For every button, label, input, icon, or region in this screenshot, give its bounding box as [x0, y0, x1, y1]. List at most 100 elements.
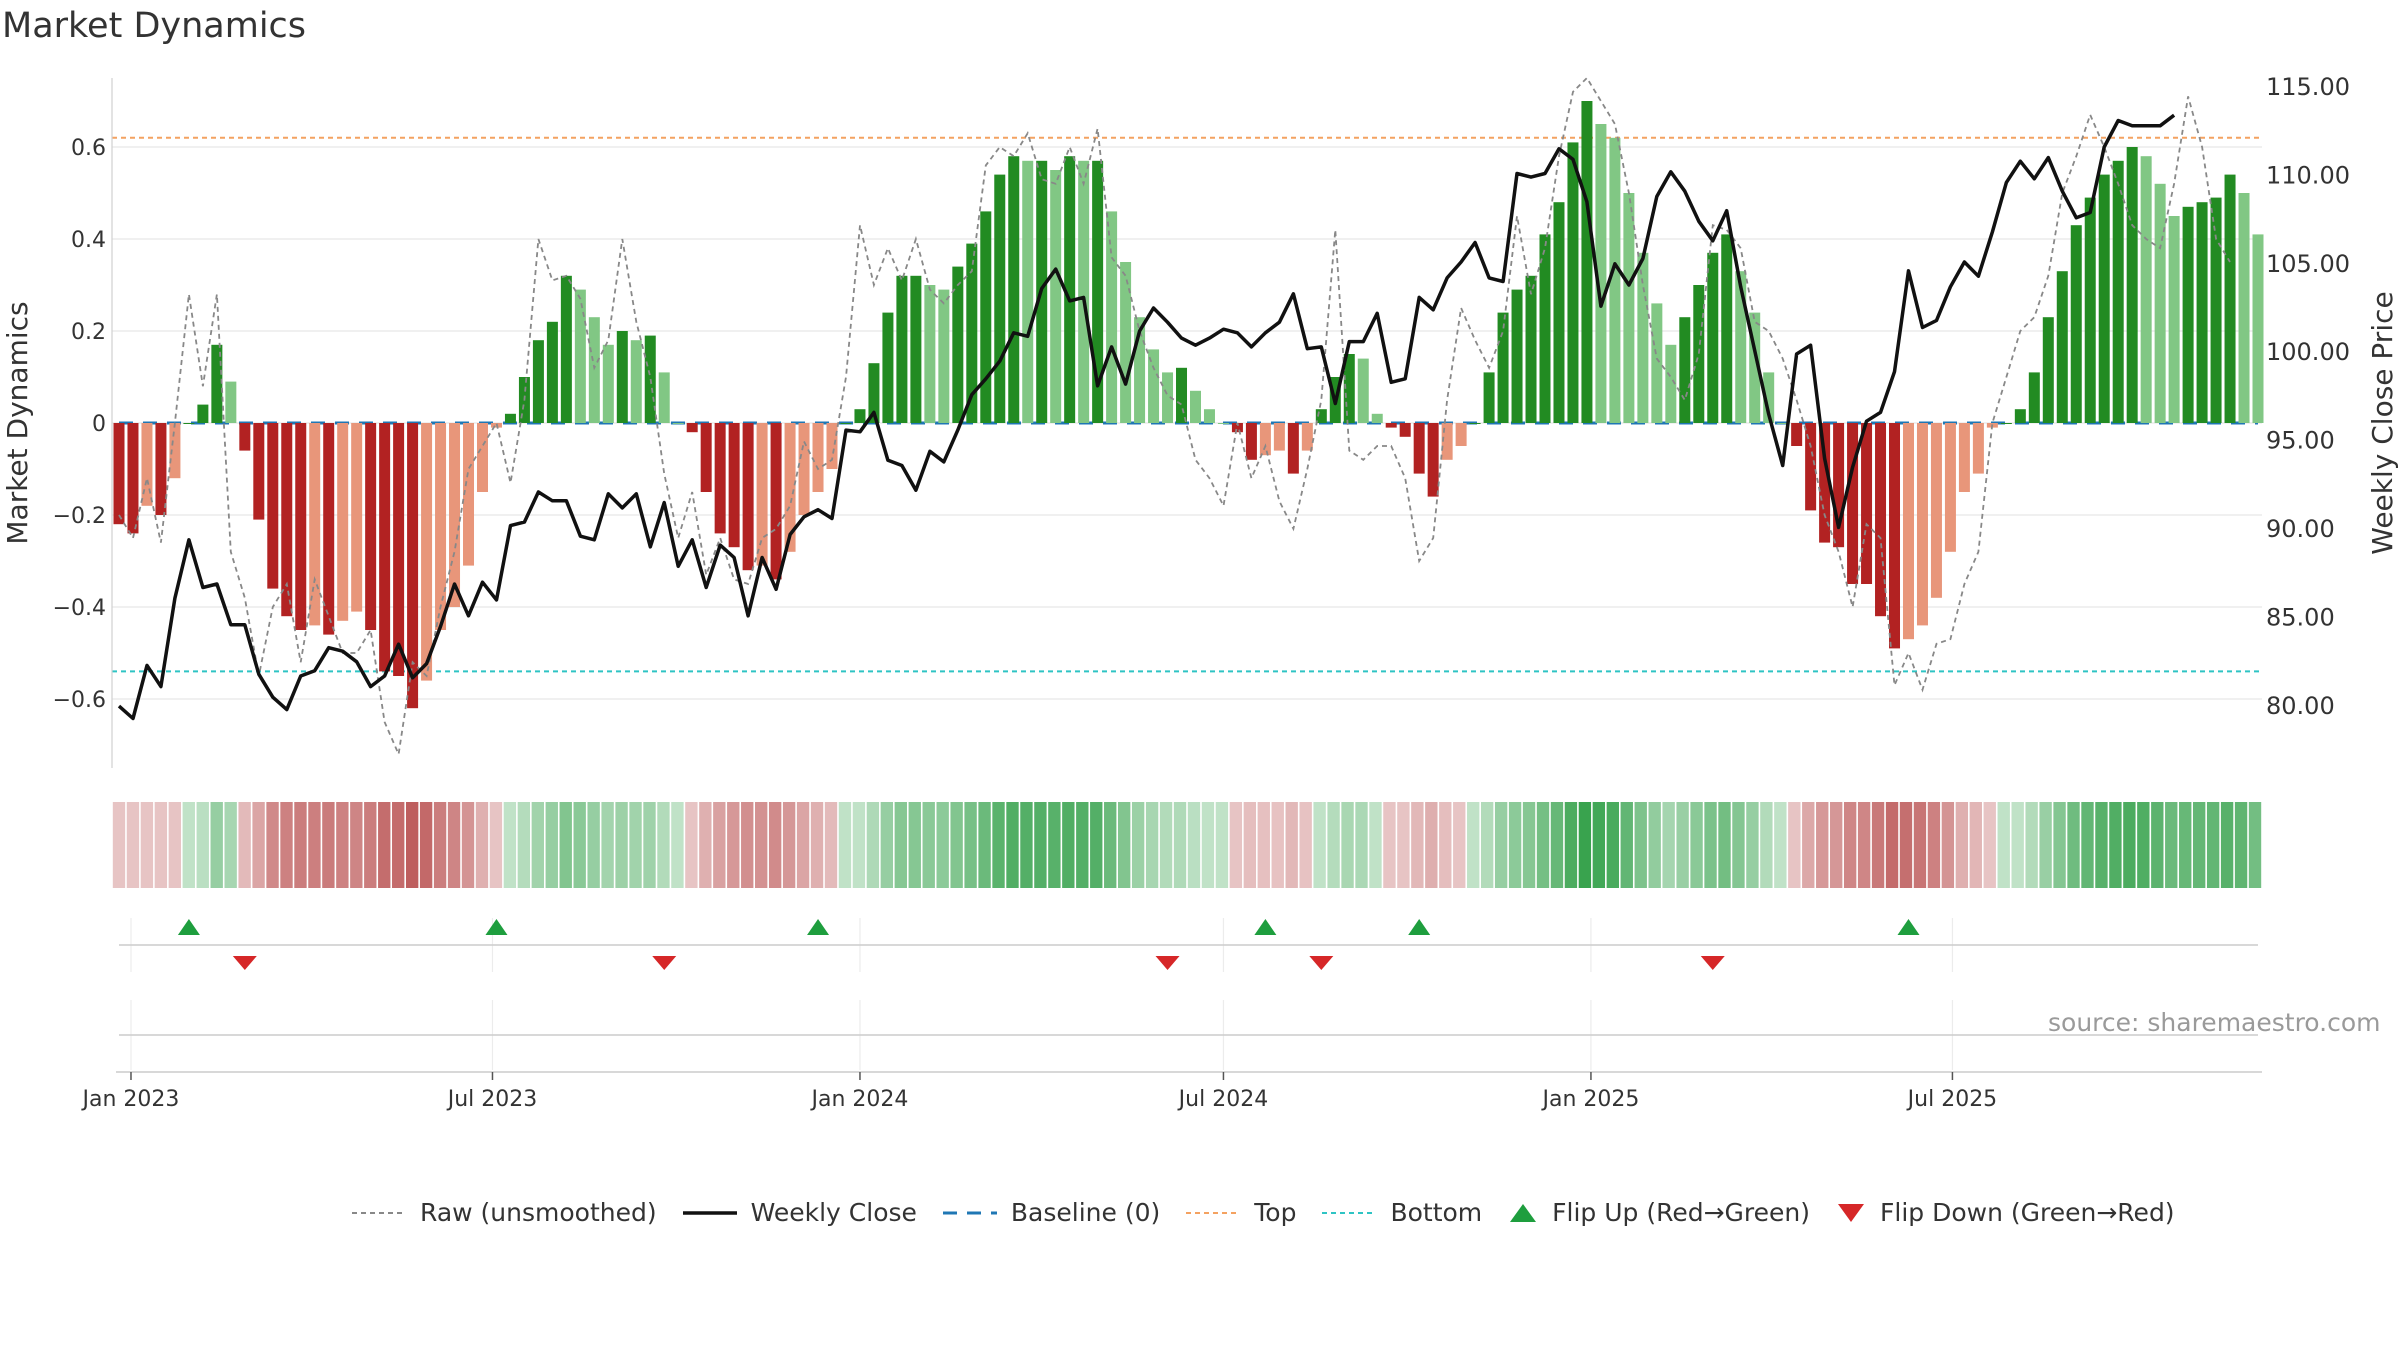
dynamics-bar: [770, 423, 782, 580]
regime-cell: [1648, 802, 1661, 888]
y-axis-label: Market Dynamics: [1, 301, 34, 544]
dynamics-bar: [840, 423, 852, 424]
dynamics-bar: [2252, 234, 2264, 423]
regime-cell: [224, 802, 237, 888]
regime-cell: [1355, 802, 1368, 888]
dynamics-bar: [351, 423, 363, 612]
regime-cell: [378, 802, 391, 888]
regime-cell: [308, 802, 321, 888]
regime-cell: [1997, 802, 2010, 888]
regime-cell: [1508, 802, 1522, 888]
regime-cell: [196, 802, 209, 888]
y2-tick-label: 80.00: [2266, 692, 2335, 720]
legend-swatch-close: [682, 1210, 737, 1215]
regime-cell: [1383, 802, 1396, 888]
regime-cell: [545, 802, 558, 888]
dynamics-bar: [141, 423, 153, 506]
regime-cell: [1830, 802, 1843, 888]
regime-cell: [2151, 802, 2164, 888]
regime-cell: [741, 802, 754, 888]
dynamics-bar: [2098, 174, 2110, 423]
regime-cell: [1425, 802, 1438, 888]
dynamics-bar: [1819, 423, 1831, 543]
dynamics-bar: [812, 423, 824, 492]
regime-cell: [126, 802, 140, 888]
dynamics-bar: [379, 423, 391, 672]
dynamics-bar: [2042, 317, 2054, 423]
regime-cell: [1215, 802, 1229, 888]
regime-cell: [1117, 802, 1131, 888]
weekly-close-line: [117, 113, 2176, 721]
y2-tick-label: 100.00: [2266, 338, 2350, 366]
dynamics-bar: [1092, 160, 1104, 424]
dynamics-bar: [2028, 372, 2040, 423]
dynamics-bar: [2070, 225, 2082, 423]
dynamics-bar: [1902, 423, 1914, 640]
y2-tick-label: 115.00: [2266, 73, 2350, 101]
y-tick-label: 0.2: [71, 320, 106, 345]
dynamics-bar: [1875, 423, 1887, 617]
regime-cell: [2179, 802, 2192, 888]
dynamics-bar: [183, 423, 195, 424]
legend-item-flip-up[interactable]: Flip Up (Red→Green): [1506, 1198, 1810, 1227]
raw-unsmoothed-line: [118, 76, 2231, 758]
regime-cell: [531, 802, 544, 888]
dynamics-bar: [1525, 275, 1537, 423]
legend-item-flip-down[interactable]: Flip Down (Green→Red): [1834, 1198, 2175, 1227]
flip-markers: [119, 918, 2258, 1070]
y-tick-label: −0.4: [53, 596, 106, 621]
x-axis: Jan 2023 Jul 2023 Jan 2024 Jul 2024 Jan 2025…: [81, 1071, 2262, 1112]
regime-cell: [1564, 802, 1578, 888]
dynamics-bar: [127, 423, 139, 534]
dynamics-bar: [2140, 156, 2152, 423]
regime-cell: [1941, 802, 1955, 888]
dynamics-bar: [323, 423, 335, 635]
dynamics-bar: [854, 409, 866, 423]
x-tick-label: Jan 2025: [1540, 1087, 1639, 1112]
dynamics-bar: [1148, 349, 1160, 423]
dynamics-bar: [1763, 372, 1775, 423]
dynamics-bar: [211, 344, 223, 423]
regime-cell: [419, 802, 433, 888]
dynamics-bar: [1972, 423, 1984, 474]
dynamics-bar: [546, 321, 558, 423]
regime-cell: [1271, 802, 1284, 888]
legend-item-top[interactable]: Top: [1184, 1198, 1296, 1227]
dynamics-bar: [896, 275, 908, 423]
y-tick-label: −0.6: [53, 688, 106, 713]
y2-tick-label: 90.00: [2266, 515, 2335, 543]
regime-cell: [2234, 802, 2248, 888]
dynamics-bar: [197, 404, 209, 423]
regime-cell: [266, 802, 279, 888]
dynamics-bar: [337, 423, 349, 621]
y-tick-label: 0.6: [71, 136, 106, 161]
regime-cell: [1173, 802, 1187, 888]
dynamics-bar: [1539, 234, 1551, 423]
legend-label-baseline: Baseline (0): [1010, 1198, 1161, 1227]
legend-item-bottom[interactable]: Bottom: [1320, 1198, 1482, 1227]
regime-cell: [168, 802, 182, 888]
legend-item-baseline[interactable]: Baseline (0): [941, 1198, 1160, 1227]
legend-label-raw: Raw (unsmoothed): [420, 1198, 657, 1227]
legend-swatch-baseline: [942, 1211, 997, 1214]
regime-cell: [1550, 802, 1564, 888]
regime-cell: [350, 802, 363, 888]
dynamics-bar: [630, 340, 642, 423]
legend-item-close[interactable]: Weekly Close: [681, 1198, 917, 1227]
dynamics-bar: [463, 423, 475, 566]
regime-cell: [852, 802, 866, 888]
dynamics-bar: [1595, 124, 1607, 423]
dynamics-bar: [407, 423, 419, 709]
regime-cell: [922, 802, 935, 888]
dynamics-bar: [2056, 271, 2068, 423]
regime-cell: [503, 802, 517, 888]
dynamics-bar: [1162, 372, 1174, 423]
regime-cell: [1704, 802, 1717, 888]
regime-cell: [1453, 802, 1466, 888]
legend-item-raw[interactable]: Raw (unsmoothed): [350, 1198, 657, 1227]
regime-cell: [2220, 802, 2234, 888]
dynamics-bar: [2084, 197, 2096, 423]
dynamics-bar: [994, 174, 1006, 423]
regime-cell: [1927, 802, 1941, 888]
